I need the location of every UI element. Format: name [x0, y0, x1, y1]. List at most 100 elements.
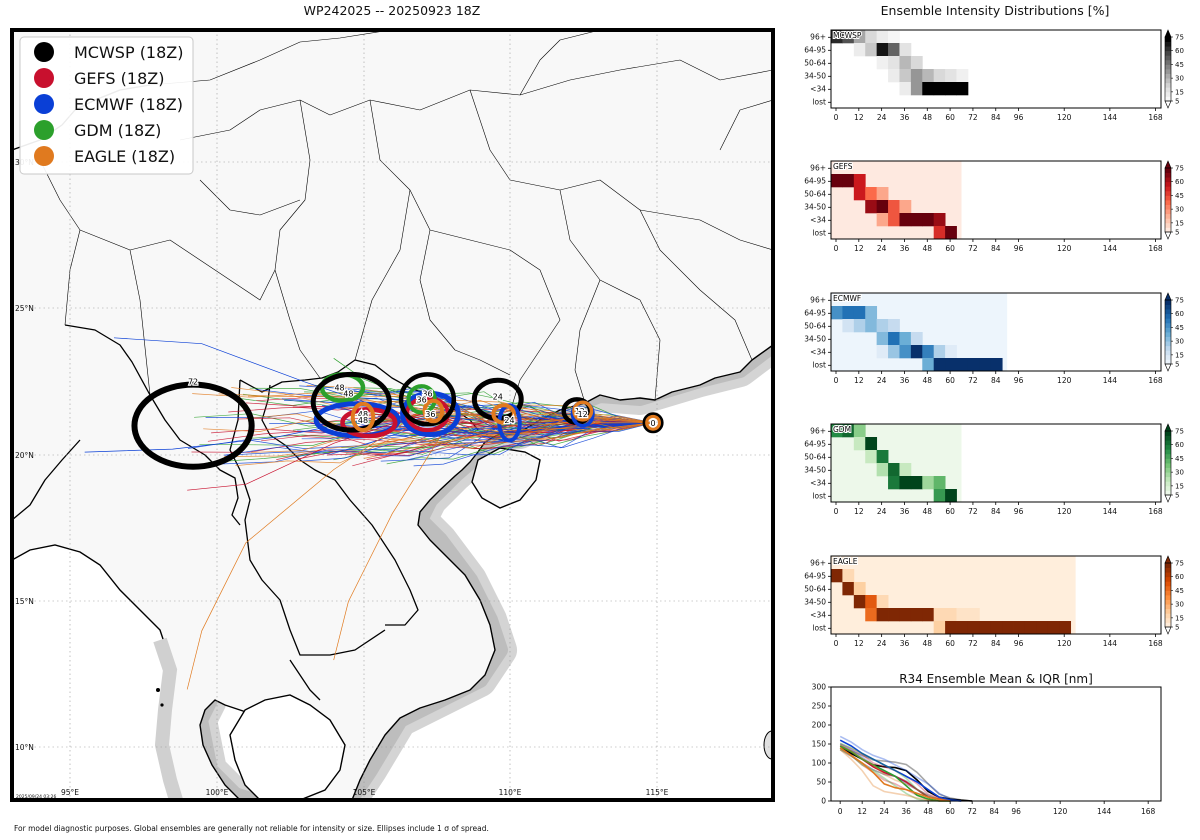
r34-iqr-high	[839, 744, 951, 802]
heatmap-cell	[876, 463, 889, 477]
heatmap-cell	[853, 582, 866, 596]
track-eagle	[251, 422, 654, 453]
colorbar-swatch	[1165, 444, 1171, 450]
colorbar-swatch	[1165, 87, 1171, 93]
colorbar-swatch	[1165, 595, 1171, 600]
heatmap-x-label: 12	[854, 376, 864, 385]
r34-x-label: 12	[857, 807, 867, 816]
colorbar-swatch	[1165, 332, 1171, 337]
colorbar-frame	[1164, 167, 1172, 233]
colorbar-swatch	[1165, 345, 1171, 351]
heatmap-x-label: 72	[968, 639, 978, 648]
heatmap-cell	[865, 187, 878, 201]
ellipse-eagle	[350, 401, 376, 433]
land-hainan	[471, 447, 541, 509]
heatmap-model-label: GDM	[833, 425, 851, 434]
colorbar-swatch	[1165, 567, 1171, 573]
heatmap-cell	[876, 595, 889, 609]
heatmap-cell	[899, 476, 912, 490]
ellipse-label: 48	[334, 384, 344, 393]
heatmap-x-label: 36	[900, 507, 910, 516]
heatmap-row-label: lost	[812, 361, 826, 370]
heatmap-x-label: 36	[900, 244, 910, 253]
heatmap-cell	[876, 332, 889, 346]
heatmap-row-label: lost	[812, 229, 826, 238]
heatmap-x-label: 24	[877, 113, 887, 122]
heatmap-cell	[876, 43, 889, 57]
heatmap-x-label: 72	[968, 507, 978, 516]
heatmap-cell	[933, 226, 946, 240]
heatmap-gefs: GEFS 96+ 64-95 50-64 34-50 <34 lost 0 12 24 36 48 60…	[804, 160, 1184, 253]
heatmap-row-label: <34	[810, 611, 826, 620]
colorbar-tick-label: 30	[1175, 206, 1184, 214]
colorbar-swatch	[1165, 213, 1171, 219]
colorbar-tick-label: 75	[1175, 34, 1184, 42]
heatmap-row-label: lost	[812, 624, 826, 633]
colorbar-extend-bottom	[1164, 494, 1172, 503]
lat-label: 25°N	[15, 304, 34, 313]
heatmap-cell	[899, 213, 912, 227]
legend-label: ECMWF (18Z)	[74, 95, 183, 114]
heatmap-row-label: 96+	[810, 164, 826, 173]
heatmap-cell	[888, 56, 900, 70]
map-frame	[10, 28, 775, 802]
heatmap-x-label: 144	[1103, 639, 1118, 648]
colorbar-tick-label: 30	[1175, 469, 1184, 477]
heatmap-row-label: 34-50	[804, 598, 826, 607]
heatmap-row-label: 96+	[810, 33, 826, 42]
heatmap-cell	[888, 319, 900, 333]
heatmap-row-label: 34-50	[804, 335, 826, 344]
colorbar-swatch	[1165, 204, 1171, 210]
heatmap-x-label: 144	[1103, 376, 1118, 385]
colorbar-swatch	[1165, 472, 1171, 478]
legend-marker-mcwsp	[34, 42, 54, 62]
coast-band-bengal	[153, 637, 183, 800]
map-title: WP242025 -- 20250923 18Z	[304, 3, 481, 18]
heatmap-x-label: 84	[991, 507, 1001, 516]
colorbar-tick-label: 30	[1175, 338, 1184, 346]
legend-marker-eagle	[34, 146, 54, 166]
heatmap-eagle: EAGLE 96+ 64-95 50-64 34-50 <34 lost 0 12 24 36 48 6…	[804, 555, 1184, 648]
heatmap-x-label: 0	[834, 376, 839, 385]
heatmap-x-label: 72	[968, 113, 978, 122]
heatmap-x-label: 48	[923, 244, 933, 253]
track-ecmwf	[220, 422, 654, 465]
heatmap-x-label: 24	[877, 376, 887, 385]
colorbar-extend-top	[1164, 160, 1172, 169]
heatmap-row-label: <34	[810, 216, 826, 225]
heatmap-x-label: 60	[945, 113, 955, 122]
heatmap-x-label: 84	[991, 639, 1001, 648]
heatmap-cell	[888, 30, 900, 44]
colorbar-frame	[1164, 299, 1172, 365]
colorbar-swatch	[1165, 617, 1171, 623]
colorbar-swatch	[1165, 227, 1171, 233]
heatmap-cell	[888, 69, 900, 83]
colorbar-swatch	[1165, 341, 1171, 347]
heatmap-cell	[865, 319, 878, 333]
colorbar-extend-bottom	[1164, 231, 1172, 240]
colorbar-tick-label: 60	[1175, 441, 1184, 449]
colorbar-tick-label: 45	[1175, 192, 1184, 200]
ellipse-eagle	[645, 414, 662, 431]
heatmap-cell	[979, 621, 992, 635]
legend-label: EAGLE (18Z)	[74, 147, 175, 166]
legend-marker-gdm	[34, 120, 54, 140]
heatmap-mcwsp: MCWSP 96+ 64-95 50-64 34-50 <34 lost 0 12 24 36 48 6…	[804, 29, 1184, 122]
heatmap-cell	[876, 213, 889, 227]
colorbar-swatch	[1165, 37, 1171, 42]
ellipse-ecmwf	[400, 390, 461, 437]
heatmap-cell	[933, 489, 946, 503]
r34-title: R34 Ensemble Mean & IQR [nm]	[899, 672, 1093, 686]
heatmap-cell	[876, 200, 889, 214]
heatmap-x-label: 72	[968, 244, 978, 253]
r34-chart: R34 Ensemble Mean & IQR [nm] 0 50 100 150 200…	[812, 672, 1162, 816]
colorbar-swatch	[1165, 572, 1171, 578]
heatmap-x-label: 12	[854, 639, 864, 648]
heatmap-cell	[853, 30, 866, 44]
colorbar-swatch	[1165, 186, 1171, 192]
heatmap-cell	[922, 82, 935, 96]
heatmap-cell	[888, 463, 900, 477]
colorbar-swatch	[1165, 599, 1171, 605]
colorbar-swatch	[1165, 55, 1171, 61]
